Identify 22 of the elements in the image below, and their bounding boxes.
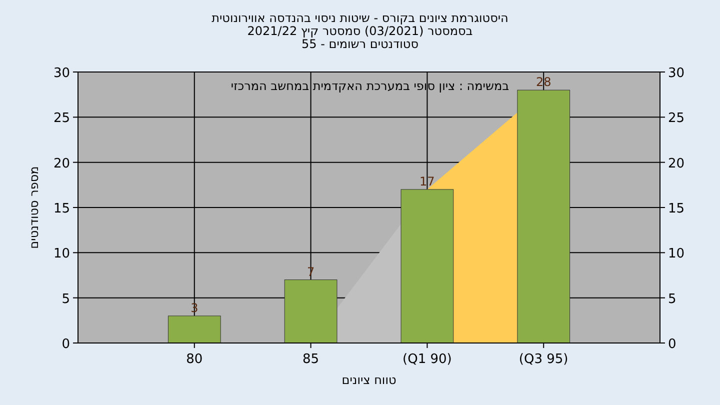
y-tick-label: 5: [62, 292, 70, 307]
y2-tick-label: 25: [668, 111, 685, 126]
y-axis-title: מספר סטודנטים: [27, 166, 41, 249]
y-tick-label: 15: [53, 202, 70, 216]
chart-title: היסטוגרמת ציונים בקורס - שיטות ניסוי בהנדסה אווירונוטית בסמסטר (03/2021) סמסטר קיץ 2021/22 סטודנטים רשומים - 55: [212, 11, 508, 51]
y-tick-label: 30: [53, 66, 70, 81]
y2-tick-label: 5: [668, 292, 676, 307]
y-tick-label: 20: [53, 156, 70, 172]
y2-tick-label: 20: [668, 156, 685, 172]
y-tick-label: 10: [53, 246, 70, 262]
x-tick-label: (Q3 95): [518, 352, 568, 367]
x-tick-label: 85: [302, 352, 320, 367]
y-tick-label: 25: [53, 111, 70, 126]
bar: [168, 316, 221, 344]
y-tick-label: 0: [62, 337, 70, 352]
y2-tick-label: 10: [668, 246, 685, 262]
x-tick-label: (Q1 90): [402, 352, 452, 367]
y2-tick-label: 0: [668, 337, 676, 352]
x-tick-label: 80: [186, 352, 203, 367]
y2-tick-label: 15: [668, 202, 685, 216]
y2-tick-label: 30: [668, 66, 685, 81]
x-axis-title: טווח ציונים: [342, 373, 396, 387]
